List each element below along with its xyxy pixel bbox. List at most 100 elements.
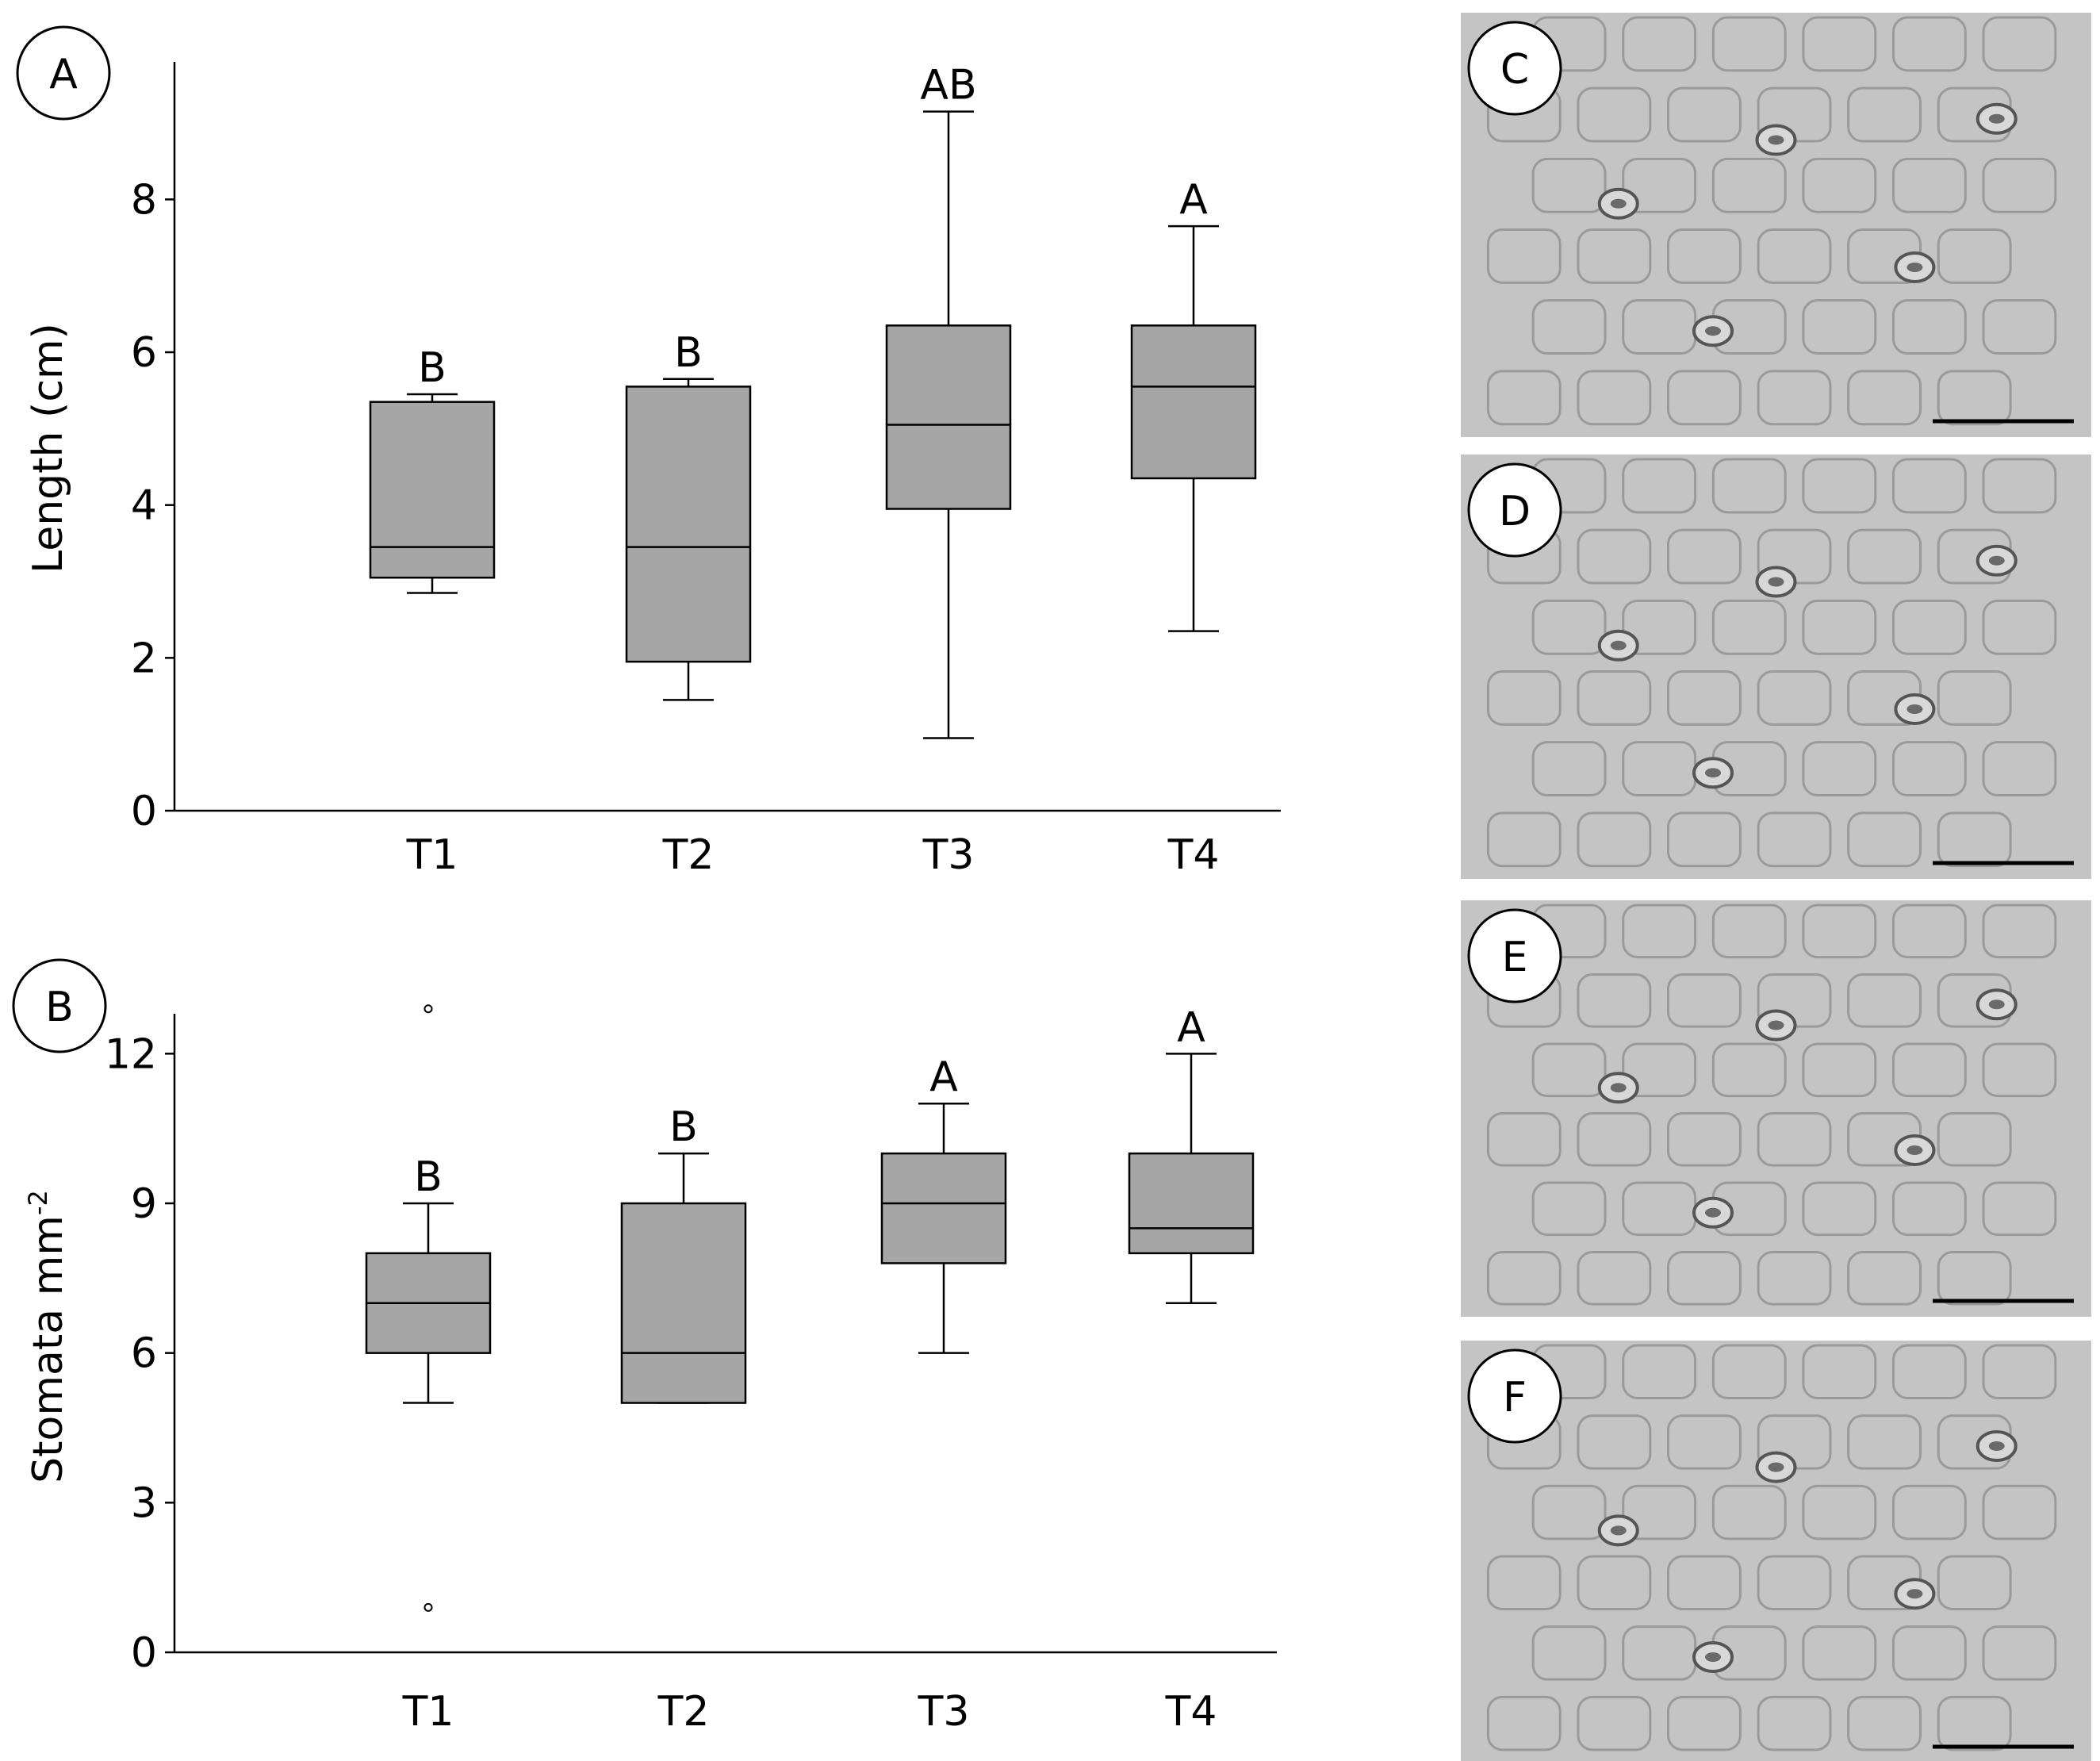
epidermal-cell: [1937, 811, 2012, 868]
epidermal-cell: [1577, 1414, 1652, 1470]
y-axis-title: Length (cm): [25, 323, 72, 574]
significance-letter: B: [669, 1103, 698, 1151]
epidermal-cell: [1937, 370, 2012, 426]
panel-label-circle: [1467, 462, 1562, 558]
epidermal-cell: [1757, 1555, 1832, 1610]
outlier-point: [423, 1602, 433, 1612]
box-iqr: [620, 1202, 747, 1404]
panel-label: E: [1502, 934, 1528, 981]
epidermal-cell: [1486, 1555, 1562, 1610]
epidermal-cell: [1802, 299, 1877, 355]
box-T3: AB: [885, 62, 1012, 739]
y-axis-title: Stomata mm-2: [23, 1190, 72, 1483]
stomata-pore: [1906, 263, 1923, 272]
micrograph-D: D: [1461, 455, 2091, 879]
epidermal-cell: [1711, 599, 1787, 655]
epidermal-cell: [1891, 157, 1967, 213]
epidermal-cell: [1847, 1695, 1922, 1751]
significance-letter: B: [674, 329, 703, 377]
y-axis-title-superscript: -2: [23, 1190, 53, 1215]
stomata-pore: [1988, 555, 2005, 566]
stomata-pore: [1768, 1462, 1784, 1472]
epidermal-cell: [1577, 528, 1652, 585]
micrograph-image: [1461, 455, 2091, 879]
box-T4: A: [1128, 1003, 1255, 1305]
stomata-pore: [1610, 1083, 1627, 1093]
epidermal-cell: [1982, 904, 2057, 959]
epidermal-cell: [1531, 1484, 1607, 1540]
epidermal-cell: [1891, 1484, 1967, 1540]
epidermal-cell: [1711, 157, 1787, 213]
epidermal-cell: [1577, 670, 1652, 726]
epidermal-cell: [1982, 299, 2057, 355]
y-tick-label: 9: [131, 1180, 157, 1228]
epidermal-cell: [1982, 157, 2057, 213]
epidermal-cell: [1802, 1181, 1877, 1237]
epidermal-cell: [1847, 811, 1922, 868]
epidermal-cell: [1577, 86, 1652, 143]
x-tick-label: T4: [1165, 1688, 1217, 1736]
epidermal-cell: [1711, 1484, 1787, 1540]
epidermal-cell: [1667, 528, 1742, 585]
chart-panel-b: B 0 3 6 9 12 Stomata mm-2 B T1 B T2 A T3 A T4: [12, 958, 1277, 1736]
box-iqr: [625, 386, 752, 663]
epidermal-cell: [1757, 811, 1832, 868]
epidermal-cell: [1577, 1695, 1652, 1751]
panel-label-circle: [1467, 908, 1562, 1003]
significance-letter: B: [418, 344, 446, 392]
epidermal-cell: [1531, 599, 1607, 655]
epidermal-cell: [1757, 370, 1832, 426]
epidermal-cell: [1667, 811, 1742, 868]
stomata-pore: [1705, 768, 1721, 778]
epidermal-cell: [1937, 1695, 2012, 1751]
x-tick-label: T3: [922, 831, 975, 879]
epidermal-cell: [1937, 1112, 2012, 1167]
epidermal-cell: [1531, 1625, 1607, 1681]
epidermal-cell: [1757, 1251, 1832, 1306]
epidermal-cell: [1847, 86, 1922, 143]
epidermal-cell: [1622, 1344, 1697, 1399]
box-T1: B: [365, 1004, 492, 1612]
box-T2: B: [625, 329, 752, 701]
epidermal-cell: [1982, 741, 2057, 797]
epidermal-cell: [1577, 1251, 1652, 1306]
y-tick-label: 12: [105, 1030, 157, 1078]
epidermal-cell: [1531, 1181, 1607, 1237]
epidermal-cell: [1891, 299, 1967, 355]
y-tick-label: 0: [131, 1629, 157, 1677]
y-tick-label: 2: [131, 635, 157, 682]
epidermal-cell: [1531, 157, 1607, 213]
epidermal-cell: [1802, 157, 1877, 213]
panel-label: B: [45, 984, 74, 1031]
epidermal-cell: [1622, 599, 1697, 655]
epidermal-cell: [1711, 904, 1787, 959]
epidermal-cell: [1577, 370, 1652, 426]
panel-label-circle: [16, 25, 111, 121]
epidermal-cell: [1531, 299, 1607, 355]
micrograph-image: [1461, 900, 2091, 1317]
y-tick-label: 3: [131, 1479, 157, 1527]
micrograph-C: C: [1461, 13, 2091, 437]
epidermal-cell: [1577, 228, 1652, 284]
epidermal-cell: [1847, 528, 1922, 585]
epidermal-cell: [1486, 1695, 1562, 1751]
epidermal-cell: [1982, 1344, 2057, 1399]
epidermal-cell: [1802, 741, 1877, 797]
epidermal-cell: [1577, 973, 1652, 1028]
stomata-pore: [1768, 577, 1784, 587]
epidermal-cell: [1667, 973, 1742, 1028]
epidermal-cell: [1937, 670, 2012, 726]
epidermal-cell: [1802, 599, 1877, 655]
epidermal-cell: [1847, 370, 1922, 426]
epidermal-cell: [1757, 228, 1832, 284]
epidermal-cell: [1891, 1042, 1967, 1098]
epidermal-cell: [1577, 1112, 1652, 1167]
box-T4: A: [1130, 176, 1257, 632]
epidermal-cell: [1486, 370, 1562, 426]
epidermal-cell: [1486, 1251, 1562, 1306]
epidermal-cell: [1622, 1484, 1697, 1540]
stomata-pore: [1988, 113, 2005, 124]
panel-label: D: [1499, 488, 1531, 535]
panel-label-circle: [1467, 21, 1562, 116]
epidermal-cell: [1577, 811, 1652, 868]
